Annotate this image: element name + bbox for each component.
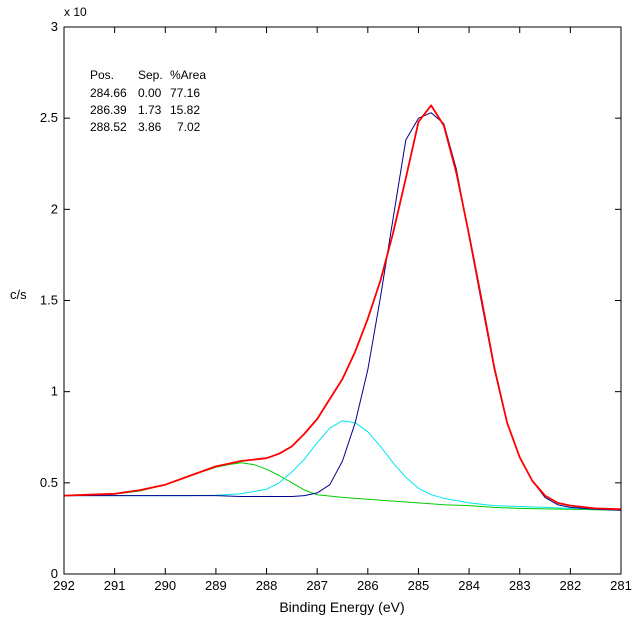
annotation-cell: 15.82 [170, 103, 200, 117]
annotation-cell: 77.16 [170, 86, 200, 100]
x-tick-label: 284 [458, 578, 480, 593]
x-tick-label: 281 [610, 578, 632, 593]
axes-layer: 292 291 290 289 288 287 286 285 284 283 282 281 0 0.5… [40, 19, 632, 593]
series-line-3 [64, 420, 621, 511]
annotation-cell: 7.02 [177, 120, 201, 134]
annotation-header: %Area [170, 68, 206, 82]
x-tick-label: 282 [560, 578, 582, 593]
annotation-header: Sep. [138, 68, 163, 82]
x-tick-label: 290 [154, 578, 176, 593]
y-tick-label: 3 [51, 19, 58, 34]
annotation-cell: 286.39 [90, 103, 127, 117]
y-tick-label: 0 [51, 566, 58, 581]
annotation-cell: 0.00 [138, 86, 162, 100]
annotation-cell: 3.86 [138, 120, 162, 134]
y-tick-label: 2 [51, 201, 58, 216]
y-tick-label: 2.5 [40, 110, 58, 125]
annotation-cell: 1.73 [138, 103, 162, 117]
x-axis-label: Binding Energy (eV) [279, 599, 404, 615]
annotation-cell: 284.66 [90, 86, 127, 100]
x-tick-label: 287 [306, 578, 328, 593]
y-tick-label: 1 [51, 384, 58, 399]
series-layer [64, 104, 621, 511]
plot-area [64, 27, 621, 574]
y-tick-label: 1.5 [40, 293, 58, 308]
x-tick-label: 291 [104, 578, 126, 593]
plot-background [64, 27, 621, 574]
x-tick-label: 286 [357, 578, 379, 593]
y-exponent-label: x 10 [64, 5, 87, 19]
x-tick-label: 288 [256, 578, 278, 593]
x-tick-label: 289 [205, 578, 227, 593]
annotation-header: Pos. [90, 68, 114, 82]
x-tick-label: 285 [408, 578, 430, 593]
series-line-1 [64, 104, 621, 511]
y-tick-label: 0.5 [40, 475, 58, 490]
annotation-cell: 288.52 [90, 120, 127, 134]
y-axis-label: c/s [10, 287, 27, 302]
x-tick-label: 283 [509, 578, 531, 593]
x-tick-label: 292 [53, 578, 75, 593]
annotation-table: Pos. Sep. %Area 284.66 0.00 77.16 286.39 1.73 15… [90, 68, 206, 134]
